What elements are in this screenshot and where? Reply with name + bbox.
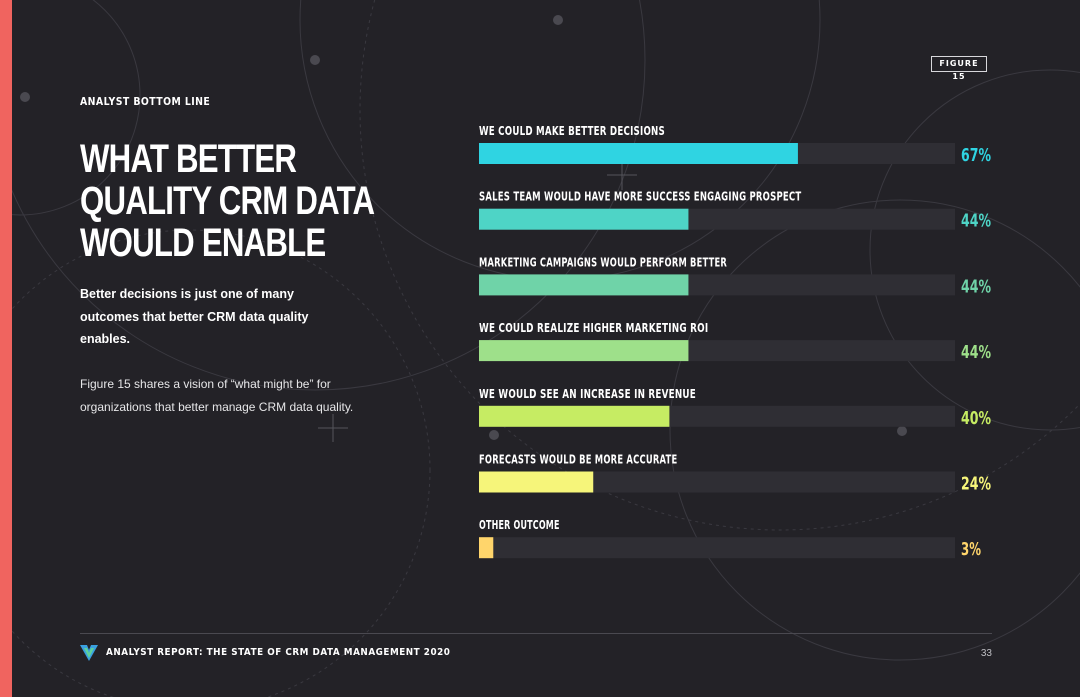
figure-tag: FIGURE 15 xyxy=(931,56,987,81)
bar-value-label: 44% xyxy=(961,211,991,232)
bar-row: FORECASTS WOULD BE MORE ACCURATE 24% xyxy=(479,453,991,495)
footer-divider xyxy=(80,633,992,634)
page-title-line-3: WOULD ENABLE xyxy=(80,221,326,265)
bar-value-label: 3% xyxy=(961,539,981,560)
bar xyxy=(479,405,670,427)
bar xyxy=(479,537,494,559)
bar xyxy=(479,340,689,362)
lead-paragraph: Better decisions is just one of many out… xyxy=(80,287,309,346)
page-title: WHAT BETTER QUALITY CRM DATA WOULD ENABL… xyxy=(80,137,375,265)
page-number: 33 xyxy=(980,648,992,659)
bar-value-label: 40% xyxy=(961,408,991,429)
bar-value-label: 24% xyxy=(961,474,991,495)
bar-chart: WE COULD MAKE BETTER DECISIONS 67% SALES T… xyxy=(479,124,991,560)
footer-report-title: ANALYST REPORT: THE STATE OF CRM DATA MA… xyxy=(106,647,451,658)
bar-row: WE COULD MAKE BETTER DECISIONS 67% xyxy=(479,124,991,166)
bar-track xyxy=(479,471,955,493)
bar-category-label: SALES TEAM WOULD HAVE MORE SUCCESS ENGAG… xyxy=(479,190,802,204)
bar-row: SALES TEAM WOULD HAVE MORE SUCCESS ENGAG… xyxy=(479,190,991,232)
bar-category-label: WE COULD MAKE BETTER DECISIONS xyxy=(479,124,665,138)
bar-row: OTHER OUTCOME 3% xyxy=(479,518,981,560)
bar-category-label: MARKETING CAMPAIGNS WOULD PERFORM BETTER xyxy=(479,255,727,269)
brand-logo-icon xyxy=(80,645,98,661)
bar-track xyxy=(479,537,955,559)
bar-category-label: FORECASTS WOULD BE MORE ACCURATE xyxy=(479,453,677,467)
bar xyxy=(479,143,798,164)
body-paragraph: Figure 15 shares a vision of “what might… xyxy=(80,377,354,414)
bar xyxy=(479,274,689,296)
bar xyxy=(479,208,689,230)
bar-category-label: WE COULD REALIZE HIGHER MARKETING ROI xyxy=(479,321,708,335)
page-title-line-2: QUALITY CRM DATA xyxy=(80,179,375,223)
bar-row: MARKETING CAMPAIGNS WOULD PERFORM BETTER… xyxy=(479,255,991,297)
bar-category-label: OTHER OUTCOME xyxy=(479,518,560,532)
bar-value-label: 44% xyxy=(961,342,991,363)
bar-row: WE WOULD SEE AN INCREASE IN REVENUE 40% xyxy=(479,387,991,429)
bar-row: WE COULD REALIZE HIGHER MARKETING ROI 44% xyxy=(479,321,991,363)
section-eyebrow: ANALYST BOTTOM LINE xyxy=(80,95,211,108)
bar-value-label: 67% xyxy=(961,145,991,166)
page-title-line-1: WHAT BETTER xyxy=(80,137,297,181)
bar xyxy=(479,471,594,493)
left-accent-bar xyxy=(0,0,12,697)
bar-category-label: WE WOULD SEE AN INCREASE IN REVENUE xyxy=(479,387,696,401)
bar-value-label: 44% xyxy=(961,276,991,297)
